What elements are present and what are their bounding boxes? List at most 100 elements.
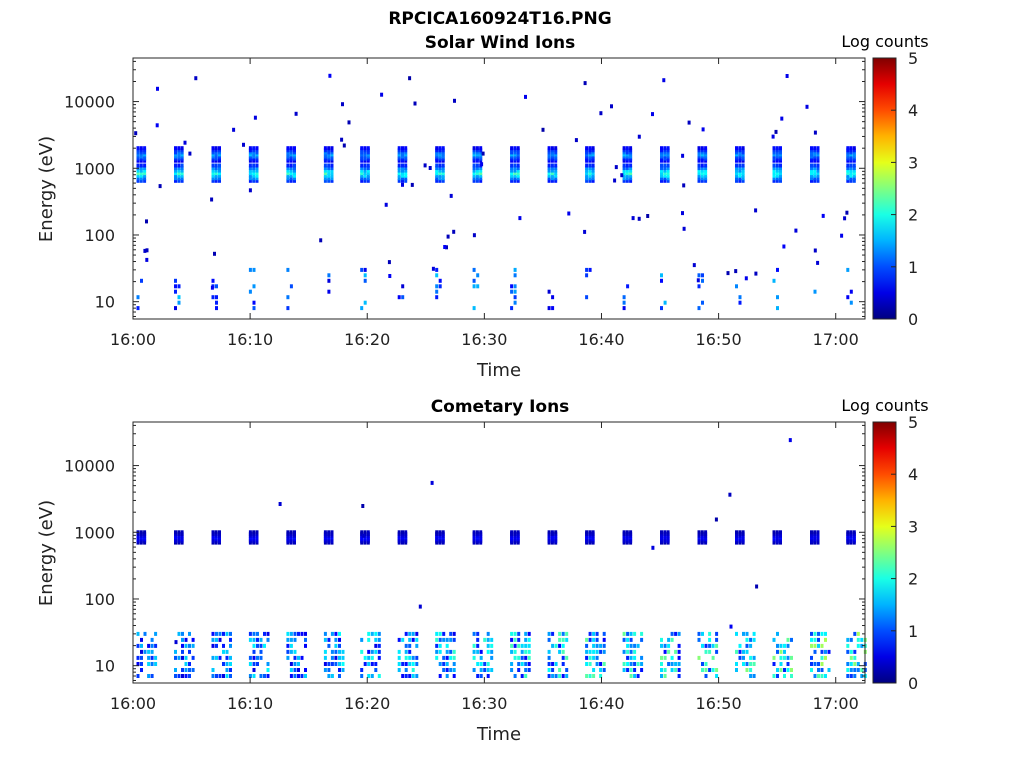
spectrogram-cell bbox=[180, 176, 184, 181]
spectrogram-cell bbox=[772, 150, 776, 155]
spectrogram-cell bbox=[441, 178, 445, 183]
spectrogram-cell bbox=[565, 655, 569, 660]
spectrogram-cell bbox=[585, 655, 589, 660]
spectrogram-cell bbox=[177, 173, 181, 178]
spectrogram-cell bbox=[816, 154, 820, 159]
spectrogram-cell bbox=[629, 156, 633, 161]
spectrogram-cell bbox=[411, 674, 415, 678]
spectrogram-cell bbox=[846, 178, 850, 183]
spectrogram-cell bbox=[846, 176, 850, 181]
spectrogram-cell bbox=[663, 173, 667, 178]
spectrogram-cell bbox=[211, 173, 215, 178]
spectrogram-cell bbox=[752, 655, 756, 660]
spectrogram-cell bbox=[341, 668, 345, 672]
spectrogram-cell bbox=[660, 176, 663, 181]
spectrogram-cell bbox=[704, 166, 708, 171]
spectrogram-cell bbox=[738, 171, 742, 176]
spectrogram-cell bbox=[860, 643, 864, 648]
spectrogram-cell bbox=[585, 637, 589, 642]
spectrogram-cell bbox=[370, 662, 374, 666]
spectrogram-cell bbox=[785, 74, 789, 78]
spectrogram-cell bbox=[286, 267, 290, 272]
spectrogram-cell bbox=[772, 146, 776, 151]
spectrogram-cell bbox=[387, 260, 391, 265]
spectrogram-cell bbox=[633, 662, 637, 666]
spectrogram-cell bbox=[293, 148, 296, 153]
spectrogram-cell bbox=[846, 530, 850, 535]
spectrogram-cell bbox=[735, 166, 738, 171]
spectrogram-cell bbox=[622, 300, 626, 305]
spectrogram-cell bbox=[445, 668, 449, 672]
spectrogram-cell bbox=[813, 163, 817, 168]
spectrogram-cell bbox=[363, 166, 367, 171]
spectrogram-cell bbox=[408, 631, 412, 636]
spectrogram-cell bbox=[293, 156, 296, 161]
spectrogram-cell bbox=[180, 530, 184, 535]
spectrogram-cell bbox=[330, 631, 334, 636]
spectrogram-cell bbox=[408, 662, 412, 666]
spectrogram-cell bbox=[136, 146, 140, 151]
spectrogram-cell bbox=[715, 674, 719, 678]
spectrogram-cell bbox=[738, 154, 742, 159]
spectrogram-cell bbox=[585, 649, 589, 654]
spectrogram-cell bbox=[327, 662, 331, 666]
spectrogram-cell bbox=[289, 637, 293, 642]
spectrogram-cell bbox=[248, 289, 252, 294]
spectrogram-cell bbox=[445, 655, 449, 660]
spectrogram-cell bbox=[585, 156, 589, 161]
spectrogram-cell bbox=[411, 631, 415, 636]
spectrogram-cell bbox=[323, 150, 327, 155]
spectrogram-cell bbox=[510, 649, 514, 654]
spectrogram-cell bbox=[256, 631, 259, 636]
spectrogram-cell bbox=[520, 662, 524, 666]
spectrogram-cell bbox=[177, 674, 181, 678]
spectrogram-cell bbox=[255, 156, 259, 161]
spectrogram-cell bbox=[660, 166, 663, 171]
spectrogram-cell bbox=[588, 649, 592, 654]
spectrogram-cell bbox=[363, 148, 367, 153]
spectrogram-cell bbox=[660, 146, 663, 151]
spectrogram-cell bbox=[435, 171, 439, 176]
spectrogram-cell bbox=[660, 154, 663, 159]
spectrogram-cell bbox=[180, 171, 184, 176]
spectrogram-cell bbox=[752, 631, 756, 636]
spectrogram-cell bbox=[547, 168, 551, 173]
spectrogram-cell bbox=[663, 674, 667, 678]
spectrogram-cell bbox=[735, 649, 738, 654]
spectrogram-cell bbox=[479, 662, 483, 666]
spectrogram-cell bbox=[849, 637, 853, 642]
spectrogram-cell bbox=[640, 668, 644, 672]
spectrogram-cell bbox=[248, 530, 252, 535]
spectrogram-cell bbox=[327, 674, 331, 678]
spectrogram-cell bbox=[472, 233, 476, 238]
spectrogram-cell bbox=[225, 662, 229, 666]
spectrogram-cell bbox=[366, 166, 370, 171]
x-tick-label: 16:50 bbox=[696, 694, 742, 713]
spectrogram-cell bbox=[293, 178, 296, 183]
spectrogram-cell bbox=[408, 76, 412, 81]
spectrogram-cell bbox=[510, 530, 514, 535]
spectrogram-cell bbox=[558, 643, 562, 648]
spectrogram-cell bbox=[735, 168, 738, 173]
spectrogram-cell bbox=[330, 530, 334, 535]
spectrogram-cell bbox=[327, 273, 331, 278]
spectrogram-cell bbox=[663, 530, 667, 535]
y-tick-label: 10000 bbox=[64, 93, 115, 112]
spectrogram-cell bbox=[660, 173, 663, 178]
spectrogram-cell bbox=[625, 178, 629, 183]
spectrogram-cell bbox=[140, 668, 143, 672]
spectrogram-cell bbox=[377, 655, 381, 660]
spectrogram-cell bbox=[218, 156, 221, 161]
spectrogram-cell bbox=[289, 668, 293, 672]
spectrogram-cell bbox=[366, 146, 370, 151]
spectrogram-cell bbox=[330, 171, 334, 176]
spectrogram-cell bbox=[810, 168, 813, 173]
spectrogram-cell bbox=[625, 530, 629, 535]
spectrogram-cell bbox=[293, 662, 297, 666]
spectrogram-cell bbox=[752, 662, 756, 666]
spectrogram-cell bbox=[286, 631, 290, 636]
spectrogram-cell bbox=[849, 176, 853, 181]
spectrogram-cell bbox=[704, 154, 708, 159]
spectrogram-cell bbox=[143, 530, 147, 535]
spectrogram-cell bbox=[626, 655, 630, 660]
